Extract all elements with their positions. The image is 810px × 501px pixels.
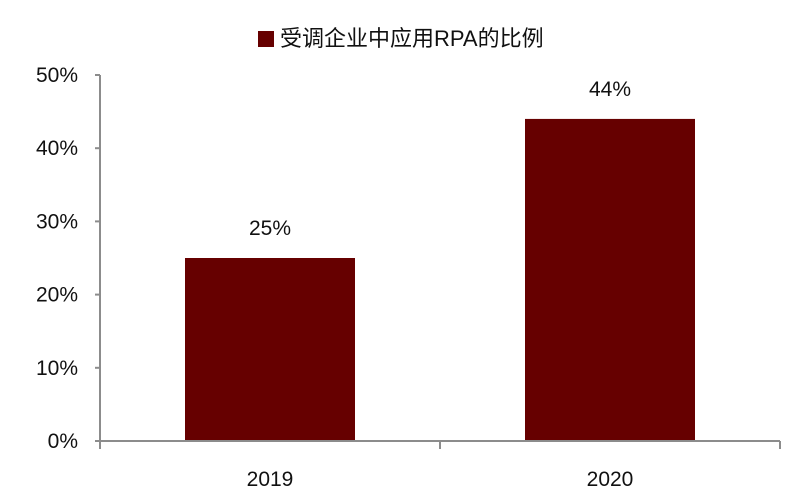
y-axis-ticks: 0% 10% 20% 30% 40% 50% bbox=[36, 64, 100, 453]
y-tick-label: 0% bbox=[48, 430, 78, 453]
legend-swatch bbox=[258, 31, 274, 47]
y-tick-label: 30% bbox=[36, 210, 78, 233]
x-axis-ticks bbox=[99, 441, 781, 449]
data-labels: 25% 44% bbox=[249, 78, 631, 240]
y-tick-label: 50% bbox=[36, 64, 78, 87]
data-label: 44% bbox=[589, 78, 631, 101]
data-label: 25% bbox=[249, 217, 291, 240]
x-axis-labels: 2019 2020 bbox=[247, 468, 634, 491]
y-tick-label: 20% bbox=[36, 284, 78, 307]
bars bbox=[185, 118, 695, 442]
x-tick-label: 2019 bbox=[247, 468, 294, 491]
y-tick-label: 10% bbox=[36, 357, 78, 380]
bar-2019 bbox=[185, 258, 355, 441]
legend: 受调企业中应用RPA的比例 bbox=[258, 26, 544, 51]
legend-label: 受调企业中应用RPA的比例 bbox=[280, 26, 544, 51]
y-tick-label: 40% bbox=[36, 137, 78, 160]
x-tick-label: 2020 bbox=[587, 468, 634, 491]
bar-2020 bbox=[525, 118, 695, 442]
